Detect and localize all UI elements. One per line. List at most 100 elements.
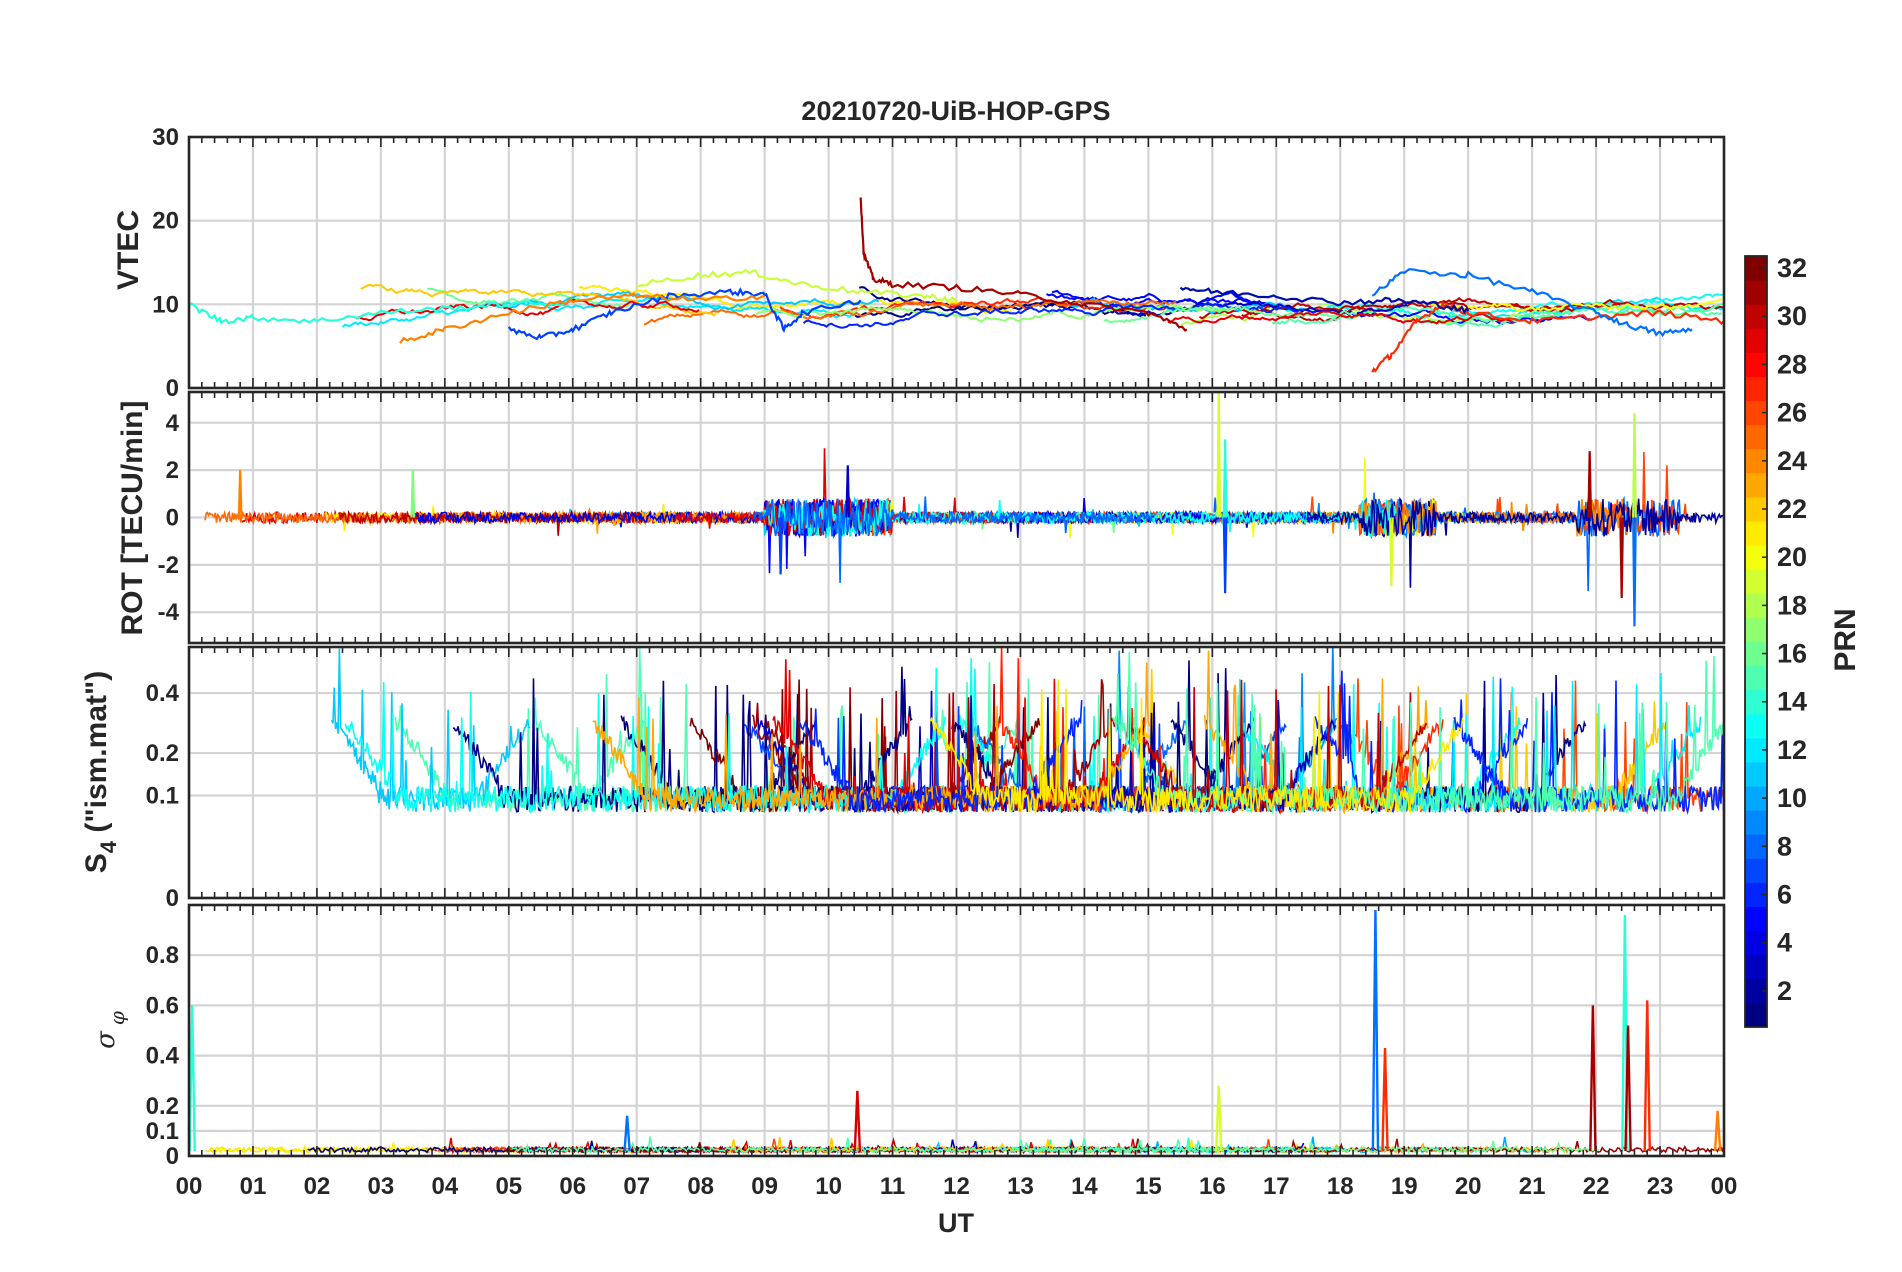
xtick-label: 00 (1711, 1173, 1738, 1200)
xtick-label: 15 (1135, 1173, 1162, 1200)
colorbar-segment (1745, 424, 1767, 450)
colorbar-segment (1745, 689, 1767, 715)
rot-spike (1216, 392, 1222, 518)
xtick-label: 20 (1455, 1173, 1482, 1200)
rot-spike (410, 470, 416, 518)
ytick-label: 0 (166, 505, 179, 532)
rot-spike (237, 470, 243, 518)
axes-frame (187, 645, 1726, 900)
ytick-label: -4 (158, 599, 180, 626)
s4-trace (929, 679, 1465, 815)
colorbar-segment (1745, 569, 1767, 594)
xtick-label: 18 (1327, 1173, 1354, 1200)
colorbar-segment (1745, 930, 1767, 956)
xtick-label: 03 (368, 1173, 395, 1200)
traces (330, 647, 1724, 815)
sigma-spike (1643, 1000, 1652, 1152)
xtick-label: 12 (943, 1173, 970, 1200)
xtick-label: 11 (880, 1173, 905, 1200)
xtick-label: 06 (559, 1173, 586, 1200)
colorbar-segment (1745, 834, 1767, 859)
colorbar-segment (1745, 954, 1767, 980)
panel-vtec: 0 10 20 30 (152, 124, 1726, 402)
chart-title: 20210720-UiB-HOP-GPS (801, 96, 1110, 126)
colorbar-segment (1745, 713, 1767, 739)
xtick-label: 02 (304, 1173, 331, 1200)
rot-spike (845, 465, 851, 518)
axes-frame (187, 390, 1726, 645)
colorbar-segment (1745, 1002, 1767, 1028)
colorbar-segment (1745, 617, 1767, 642)
colorbar-tick-label: 22 (1777, 494, 1807, 524)
colorbar-segment (1745, 376, 1767, 402)
colorbar-segment (1745, 448, 1767, 474)
colorbar-tick-label: 32 (1777, 253, 1807, 283)
rot-spike (1389, 517, 1394, 587)
axes-frame (187, 135, 1726, 390)
colorbar-segment (1745, 328, 1767, 353)
colorbar-tick-label: 6 (1777, 879, 1792, 909)
s4-trace (798, 700, 1083, 814)
xtick-label: 04 (431, 1173, 458, 1200)
colorbar-segment (1745, 978, 1767, 1004)
sigma-spike (1214, 1085, 1223, 1152)
rot-spike (1632, 413, 1637, 518)
colorbar-segment (1745, 496, 1767, 522)
xtick-label: 08 (687, 1173, 714, 1200)
vtec-series (507, 287, 862, 341)
vtec-trace (755, 303, 1230, 323)
vtec-series (1371, 268, 1693, 338)
ytick-label: 0 (166, 885, 179, 912)
xtick-label: 21 (1519, 1173, 1546, 1200)
rot-spike (778, 517, 783, 575)
ytick-label: 0 (166, 375, 179, 402)
ylabel-s4: S4 ("ism.mat") (80, 671, 121, 873)
s4-trace (330, 648, 531, 812)
sigma-spike (1624, 1025, 1632, 1152)
traces (204, 392, 1724, 627)
ytick-label: -2 (158, 552, 179, 579)
ylabel-sigma-sub: φ (105, 1011, 129, 1025)
colorbar-label: PRN (1829, 608, 1862, 671)
axes-frame (187, 903, 1726, 1158)
colorbar-frame (1744, 255, 1768, 1028)
colorbar-segment (1745, 761, 1767, 787)
xtick-label: 16 (1199, 1173, 1226, 1200)
colorbar-segment (1745, 256, 1767, 281)
colorbar-tick-label: 30 (1777, 301, 1807, 331)
vtec-trace (360, 283, 717, 317)
colorbar-segment (1745, 521, 1767, 546)
rot-trace (752, 496, 1153, 583)
colorbar-tick-label: 8 (1777, 831, 1792, 861)
colorbar-tick-label: 14 (1777, 687, 1807, 717)
colorbar-segment (1745, 882, 1767, 908)
xtick-label: 13 (1007, 1173, 1034, 1200)
colorbar-tick-label: 18 (1777, 590, 1807, 620)
ytick-label: 0.6 (146, 992, 179, 1019)
xtick-label: 23 (1647, 1173, 1674, 1200)
colorbar-segment (1745, 906, 1767, 932)
colorbar-segment (1745, 545, 1767, 570)
xtick-label: 07 (623, 1173, 650, 1200)
colorbar-segment (1745, 352, 1767, 377)
vtec-trace (1430, 298, 1723, 312)
xtick-label: 19 (1391, 1173, 1418, 1200)
ytick-label: 30 (152, 124, 179, 151)
sigma-trace (511, 1136, 1213, 1155)
xlabel-ut: UT (938, 1208, 974, 1238)
panel-rot: -4 -2 0 2 4 (158, 390, 1726, 645)
vtec-trace (643, 298, 1177, 326)
colorbar-segment (1745, 641, 1767, 667)
colorbar-segment (1745, 810, 1767, 835)
colorbar-segment (1745, 472, 1767, 498)
ytick-label: 0.4 (146, 1043, 180, 1070)
sigma-spike (1713, 1110, 1722, 1152)
panel-sigma-phi: 00.10.2 0.4 0.6 0.8 00 01 02 03 04 05 06 07 08 09 10 11… (146, 903, 1738, 1200)
colorbar-tick-label: 12 (1777, 735, 1807, 765)
colorbar-tick-label: 28 (1777, 349, 1807, 379)
ytick-label: 0.1 (146, 1118, 179, 1145)
vtec-trace (802, 301, 1306, 329)
ytick-label: 0.2 (146, 1093, 179, 1120)
colorbar-segment (1745, 665, 1767, 691)
